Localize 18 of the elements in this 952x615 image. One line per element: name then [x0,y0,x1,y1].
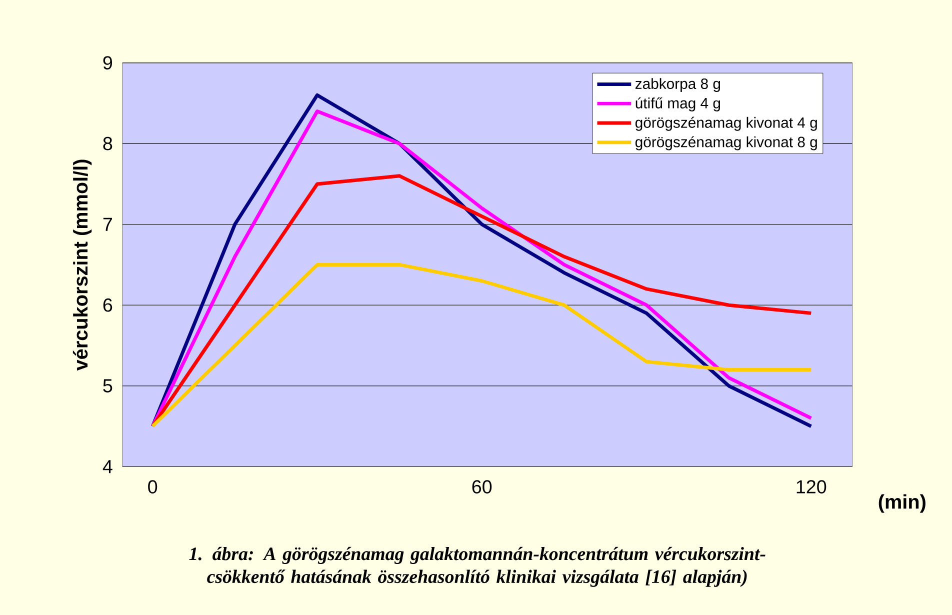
line-series [150,262,813,428]
line-series [150,174,813,428]
legend-label: zabkorpa 8 g [635,78,720,92]
y-tick-label: 8 [103,136,112,150]
legend-label: görögszénamag kivonat 4 g [635,116,817,131]
y-tick-label: 6 [103,298,112,312]
legend-label: útifű mag 4 g [636,97,720,112]
x-tick-label: 120 [796,480,826,494]
y-tick-label: 9 [103,56,112,70]
legend-label: görögszénamag kivonat 8 g [635,136,817,150]
y-tick-label: 5 [103,379,112,392]
x-tick-label: 0 [148,480,158,494]
text: 1. ábra: A görögszénamag galaktomannán-koncentrátum vércukorszint-csökkentő hatásának összehasonlító klinikai vizsgálata [16] alapján) [189,546,766,587]
y-tick-label: 7 [103,218,112,231]
y-axis-title: vércukorszint (mmol/l) [72,160,92,371]
x-tick-label: 60 [472,480,492,494]
y-tick-label: 4 [102,460,112,474]
x-axis-title: (min) [878,494,926,513]
